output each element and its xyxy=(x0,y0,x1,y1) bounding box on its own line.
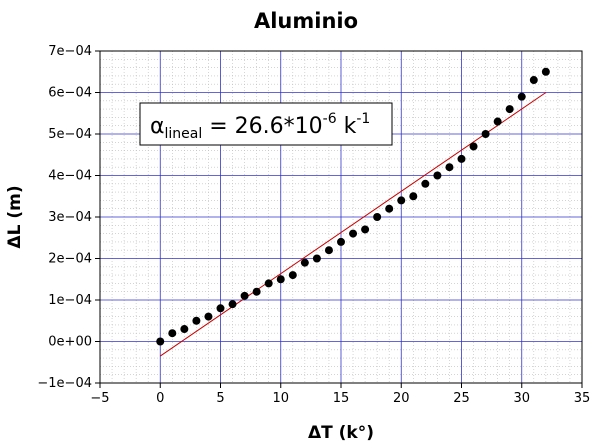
data-point xyxy=(529,76,538,85)
data-point xyxy=(264,279,273,288)
data-point xyxy=(397,196,406,205)
annotation-value: = 26.6*10 xyxy=(202,114,322,139)
data-point xyxy=(409,192,418,201)
fit-line xyxy=(159,92,547,357)
data-point xyxy=(204,312,213,321)
annotation-exponent: -6 xyxy=(323,111,337,127)
x-tick-labels: −5 0 5 10 15 20 25 30 35 xyxy=(90,391,590,406)
annotation-unit: k xyxy=(337,114,357,139)
data-point xyxy=(541,67,550,76)
data-point xyxy=(216,304,225,313)
data-point xyxy=(276,275,285,284)
y-tick-label: 2e−04 xyxy=(48,252,92,267)
y-tick-label: 0e+00 xyxy=(48,335,92,350)
y-tick-label: 4e−04 xyxy=(48,169,92,184)
annotation-box: αlineal = 26.6*10-6 k-1 xyxy=(139,102,393,146)
data-point xyxy=(505,105,514,114)
x-tick-label: 20 xyxy=(393,391,410,406)
data-point xyxy=(493,117,502,126)
x-tick-label: 10 xyxy=(272,391,289,406)
data-point xyxy=(433,171,442,180)
x-tick-label: 30 xyxy=(513,391,530,406)
data-point xyxy=(445,163,454,172)
y-tick-label: 3e−04 xyxy=(48,210,92,225)
y-tick-label: 5e−04 xyxy=(48,127,92,142)
data-point xyxy=(180,325,189,334)
x-tick-label: 35 xyxy=(574,391,591,406)
x-tick-label: −5 xyxy=(90,391,109,406)
data-point xyxy=(421,179,430,188)
data-point xyxy=(373,213,382,221)
data-point xyxy=(481,130,490,138)
data-point xyxy=(324,246,333,255)
y-axis-label: ΔL (m) xyxy=(5,185,25,248)
data-point xyxy=(337,237,345,246)
y-tick-labels: −1e−04 0e+00 1e−04 2e−04 3e−04 4e−04 5e−04 6e−0… xyxy=(37,44,92,391)
data-point xyxy=(385,204,394,213)
y-tick-label: 6e−04 xyxy=(48,86,92,101)
data-point xyxy=(252,287,261,296)
data-point xyxy=(168,329,177,338)
x-axis-label: ΔT (k°) xyxy=(308,423,374,443)
x-tick-label: 5 xyxy=(216,391,224,406)
data-point xyxy=(361,225,370,234)
data-point xyxy=(240,291,249,300)
y-tick-label: −1e−04 xyxy=(37,376,92,391)
data-point xyxy=(517,92,526,101)
annotation-frame xyxy=(139,102,393,146)
annotation-text: αlineal = 26.6*10-6 k-1 xyxy=(150,111,370,142)
data-point xyxy=(156,337,165,346)
data-points xyxy=(156,67,550,346)
x-tick-label: 25 xyxy=(453,391,470,406)
data-point xyxy=(288,271,297,280)
data-point xyxy=(349,229,358,238)
data-point xyxy=(192,316,201,325)
x-tick-label: 0 xyxy=(156,391,164,406)
y-tick-label: 7e−04 xyxy=(48,44,92,59)
chart-title: Aluminio xyxy=(254,9,358,33)
data-point xyxy=(312,254,321,263)
axis-ticks xyxy=(95,50,583,388)
annotation-symbol: α xyxy=(150,114,165,139)
data-point xyxy=(300,258,309,267)
x-tick-label: 15 xyxy=(333,391,350,406)
data-point xyxy=(469,142,478,151)
data-point xyxy=(457,154,466,163)
y-tick-label: 1e−04 xyxy=(48,293,92,308)
data-point xyxy=(228,300,237,309)
annotation-unit-exponent: -1 xyxy=(356,111,370,127)
annotation-subscript: lineal xyxy=(165,126,203,142)
